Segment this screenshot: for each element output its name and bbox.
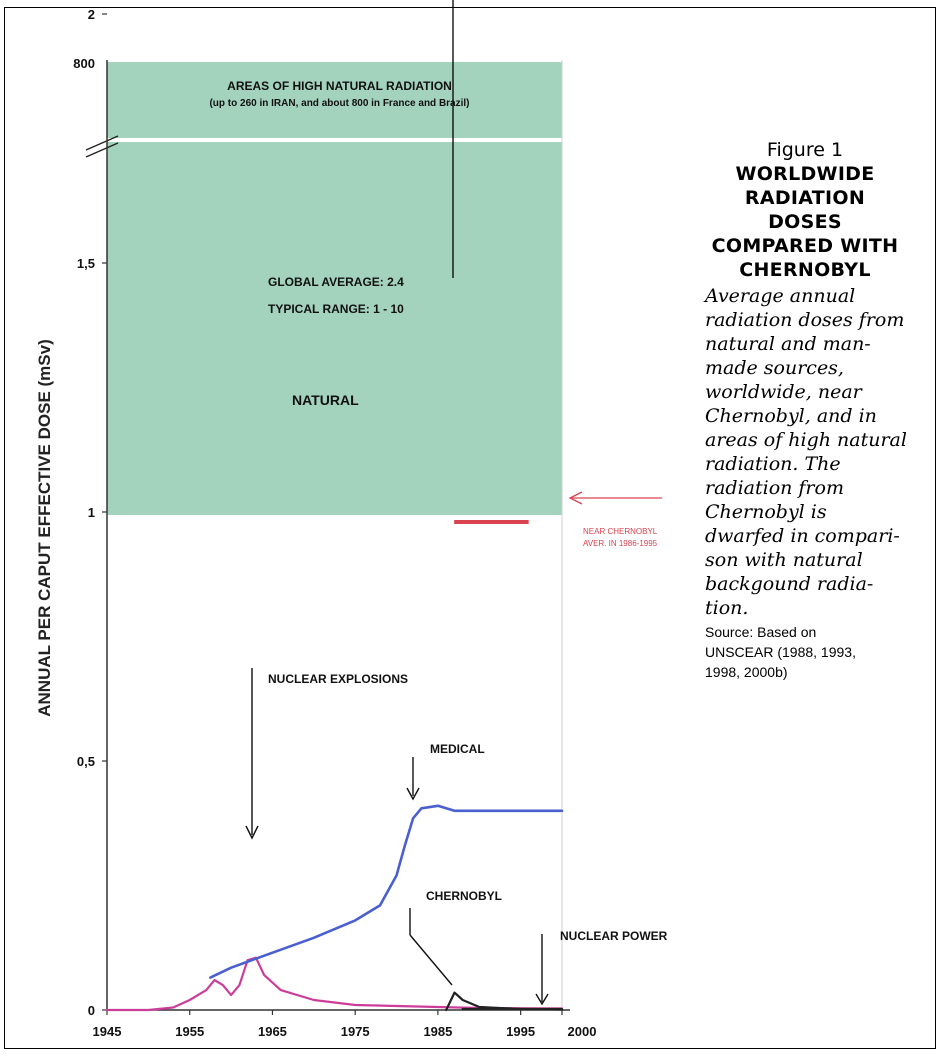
medical-label: MEDICAL (430, 742, 485, 756)
figure-number: Figure 1 (766, 139, 844, 161)
nuclear-explosions-line (105, 956, 564, 1012)
x-tick-label: 1995 (506, 1024, 535, 1039)
description-line: radiation. The (705, 453, 841, 475)
source-line: UNSCEAR (1988, 1993, (705, 644, 856, 660)
nuclear-power-arrowhead (535, 993, 549, 1006)
description-line: son with natural (705, 549, 863, 571)
x-tick-label: 1965 (258, 1024, 287, 1039)
near-chernobyl-label: NEAR CHERNOBYL (583, 527, 658, 536)
description-line: Chernobyl, and in (705, 405, 877, 427)
y-tick-label: 2 (88, 7, 95, 22)
description-line: natural and man- (705, 333, 871, 355)
region-sublabel: (up to 260 in IRAN, and about 800 in Fra… (209, 98, 469, 109)
x-tick-label: 1975 (341, 1024, 370, 1039)
near-chernobyl-label: AVER. IN 1986-1995 (583, 539, 658, 548)
x-tick-label: 1945 (93, 1024, 122, 1039)
figure-source: Source: Based on UNSCEAR (1988, 1993, 19… (705, 622, 935, 682)
y-tick-label: 800 (73, 56, 95, 71)
figure-description: Average annual radiation doses from natu… (705, 284, 925, 620)
natural-region (107, 142, 562, 515)
description-line: Average annual (705, 285, 856, 307)
description-line: worldwide, near (705, 381, 862, 403)
description-line: made sources, (705, 357, 844, 379)
chernobyl-arrow (409, 934, 453, 986)
figure-frame (4, 7, 936, 1049)
figure-title-line: CHERNOBYL (739, 259, 871, 281)
description-line: tion. (705, 597, 749, 619)
high-radiation-region (107, 62, 562, 138)
x-tick-label: 2000 (568, 1024, 597, 1039)
chernobyl-label: CHERNOBYL (426, 889, 502, 903)
description-line: radiation doses from (705, 309, 905, 331)
region-label: AREAS OF HIGH NATURAL RADIATION (227, 79, 452, 93)
near-chernobyl-arrowhead (568, 491, 583, 505)
description-line: dwarfed in compari- (705, 525, 900, 547)
y-tick-label: 1,5 (77, 256, 95, 271)
medical-line (209, 804, 564, 979)
nuclear-power-label: NUCLEAR POWER (560, 929, 668, 943)
source-line: 1998, 2000b) (705, 664, 788, 680)
source-line: Source: Based on (705, 624, 817, 640)
x-tick-label: 1985 (423, 1024, 452, 1039)
typical-range-label: TYPICAL RANGE: 1 - 10 (268, 302, 404, 316)
y-tick-label: 1 (88, 505, 95, 520)
y-tick-label: 0 (88, 1003, 95, 1018)
nuclear-explosions-label: NUCLEAR EXPLOSIONS (268, 672, 408, 686)
figure-title: WORLDWIDE RADIATION DOSES COMPARED WITH … (705, 162, 905, 282)
description-line: backgound radia- (705, 573, 874, 595)
figure-caption: Figure 1 WORLDWIDE RADIATION DOSES COMPA… (705, 138, 935, 682)
x-tick-label: 1955 (175, 1024, 204, 1039)
axis-break-mark (85, 142, 119, 158)
medical-arrowhead (406, 787, 420, 801)
nuclear-explosions-arrowhead (245, 825, 259, 840)
natural-label: NATURAL (292, 392, 359, 408)
global-average-label: GLOBAL AVERAGE: 2.4 (268, 275, 404, 289)
axis-break-mark (85, 135, 119, 151)
figure-title-line: WORLDWIDE (735, 163, 875, 185)
y-axis-label: ANNUAL PER CAPUT EFFECTIVE DOSE (mSv) (35, 339, 54, 717)
figure-title-line: RADIATION DOSES (744, 187, 866, 233)
description-line: Chernobyl is (705, 501, 827, 523)
description-line: radiation from (705, 477, 844, 499)
description-line: areas of high natural (705, 429, 907, 451)
y-tick-label: 0,5 (77, 754, 95, 769)
figure-title-line: COMPARED WITH (711, 235, 899, 257)
